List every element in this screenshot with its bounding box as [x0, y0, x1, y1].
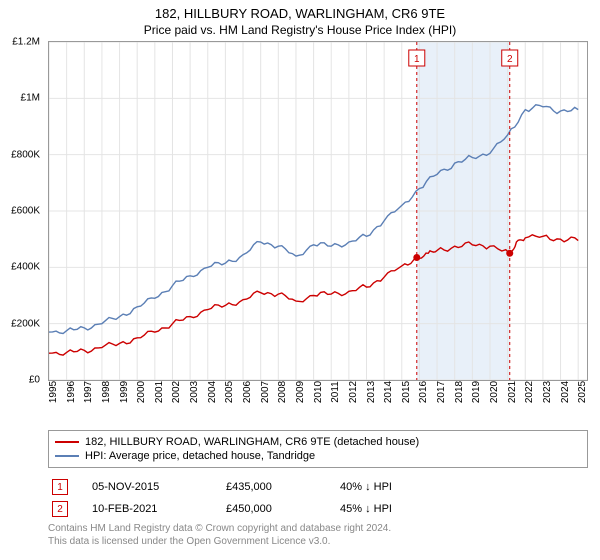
- x-tick-label: 2012: [348, 381, 359, 403]
- x-tick-label: 2004: [207, 381, 218, 403]
- x-tick-label: 1996: [66, 381, 77, 403]
- x-tick-label: 2009: [295, 381, 306, 403]
- y-axis-labels: £0£200K£400K£600K£800K£1M£1.2M: [0, 42, 44, 382]
- x-axis-labels: 1995199619971998199920002001200220032004…: [48, 386, 588, 426]
- x-tick-label: 2008: [277, 381, 288, 403]
- x-tick-label: 2005: [224, 381, 235, 403]
- x-tick-label: 2013: [366, 381, 377, 403]
- svg-text:2: 2: [507, 54, 513, 65]
- legend-swatch: [55, 455, 79, 457]
- chart-subtitle: Price paid vs. HM Land Registry's House …: [0, 21, 600, 41]
- footer-line-2: This data is licensed under the Open Gov…: [48, 535, 588, 548]
- footer-line-1: Contains HM Land Registry data © Crown c…: [48, 522, 588, 535]
- legend-swatch: [55, 441, 79, 443]
- x-tick-label: 2016: [418, 381, 429, 403]
- svg-text:1: 1: [414, 54, 420, 65]
- x-tick-label: 1998: [101, 381, 112, 403]
- y-tick-label: £600K: [11, 206, 40, 217]
- footer-attribution: Contains HM Land Registry data © Crown c…: [48, 522, 588, 548]
- x-tick-label: 2011: [330, 381, 341, 403]
- x-tick-label: 1995: [48, 381, 59, 403]
- chart-svg: 12: [49, 42, 587, 380]
- legend-item: HPI: Average price, detached house, Tand…: [55, 449, 581, 463]
- x-tick-label: 2014: [383, 381, 394, 403]
- chart-title: 182, HILLBURY ROAD, WARLINGHAM, CR6 9TE: [0, 0, 600, 21]
- legend-label: HPI: Average price, detached house, Tand…: [85, 450, 315, 462]
- legend-box: 182, HILLBURY ROAD, WARLINGHAM, CR6 9TE …: [48, 430, 588, 468]
- y-tick-label: £800K: [11, 149, 40, 160]
- x-tick-label: 2007: [260, 381, 271, 403]
- x-tick-label: 2021: [507, 381, 518, 403]
- x-tick-label: 2003: [189, 381, 200, 403]
- x-tick-label: 1997: [83, 381, 94, 403]
- x-tick-label: 2020: [489, 381, 500, 403]
- x-tick-label: 2019: [471, 381, 482, 403]
- x-tick-label: 2024: [560, 381, 571, 403]
- marker-price: £435,000: [226, 481, 316, 493]
- marker-table-row: 1 05-NOV-2015 £435,000 40% ↓ HPI: [48, 476, 588, 498]
- marker-price: £450,000: [226, 503, 316, 515]
- chart-plot-area: 12: [48, 41, 588, 381]
- marker-badge: 1: [52, 479, 68, 495]
- x-tick-label: 2015: [401, 381, 412, 403]
- legend-item: 182, HILLBURY ROAD, WARLINGHAM, CR6 9TE …: [55, 435, 581, 449]
- y-tick-label: £1.2M: [12, 37, 40, 48]
- marker-table-row: 2 10-FEB-2021 £450,000 45% ↓ HPI: [48, 498, 588, 520]
- x-tick-label: 2000: [136, 381, 147, 403]
- x-tick-label: 1999: [119, 381, 130, 403]
- x-tick-label: 2001: [154, 381, 165, 403]
- x-tick-label: 2002: [171, 381, 182, 403]
- y-tick-label: £400K: [11, 262, 40, 273]
- x-tick-label: 2022: [524, 381, 535, 403]
- x-tick-label: 2006: [242, 381, 253, 403]
- x-tick-label: 2010: [313, 381, 324, 403]
- marker-table: 1 05-NOV-2015 £435,000 40% ↓ HPI 2 10-FEB-202…: [48, 476, 588, 520]
- marker-pct: 45% ↓ HPI: [340, 503, 450, 515]
- x-tick-label: 2017: [436, 381, 447, 403]
- x-tick-label: 2018: [454, 381, 465, 403]
- marker-date: 05-NOV-2015: [92, 481, 202, 493]
- y-tick-label: £200K: [11, 318, 40, 329]
- y-tick-label: £1M: [21, 93, 40, 104]
- x-tick-label: 2025: [577, 381, 588, 403]
- y-tick-label: £0: [29, 375, 40, 386]
- x-tick-label: 2023: [542, 381, 553, 403]
- marker-date: 10-FEB-2021: [92, 503, 202, 515]
- legend-label: 182, HILLBURY ROAD, WARLINGHAM, CR6 9TE …: [85, 436, 419, 448]
- marker-badge: 2: [52, 501, 68, 517]
- marker-pct: 40% ↓ HPI: [340, 481, 450, 493]
